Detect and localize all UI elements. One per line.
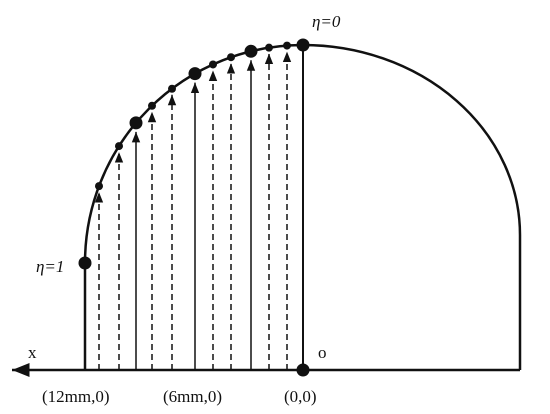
shapes <box>12 43 522 377</box>
node-dot <box>283 41 291 50</box>
node-dot <box>265 43 273 52</box>
node-dot <box>227 53 235 62</box>
node-dot <box>209 60 217 69</box>
coord-label: (0,0) <box>284 387 317 406</box>
eta-left-label: η=1 <box>36 257 64 276</box>
x-label: x <box>28 343 37 362</box>
node-dot <box>78 256 92 270</box>
eta-top-label: η=0 <box>312 12 341 31</box>
node-dot <box>115 142 123 151</box>
coord-label: (12mm,0) <box>42 387 110 406</box>
origin-label: o <box>318 343 327 362</box>
node-dot <box>168 84 176 93</box>
node-dot <box>95 182 103 191</box>
node-dot <box>296 38 310 52</box>
node-dot <box>296 363 310 377</box>
node-dot <box>129 116 143 130</box>
coord-label: (6mm,0) <box>163 387 222 406</box>
node-dot <box>148 101 156 110</box>
node-dot <box>188 67 202 81</box>
node-dot <box>244 44 258 58</box>
right-arc <box>302 43 522 370</box>
